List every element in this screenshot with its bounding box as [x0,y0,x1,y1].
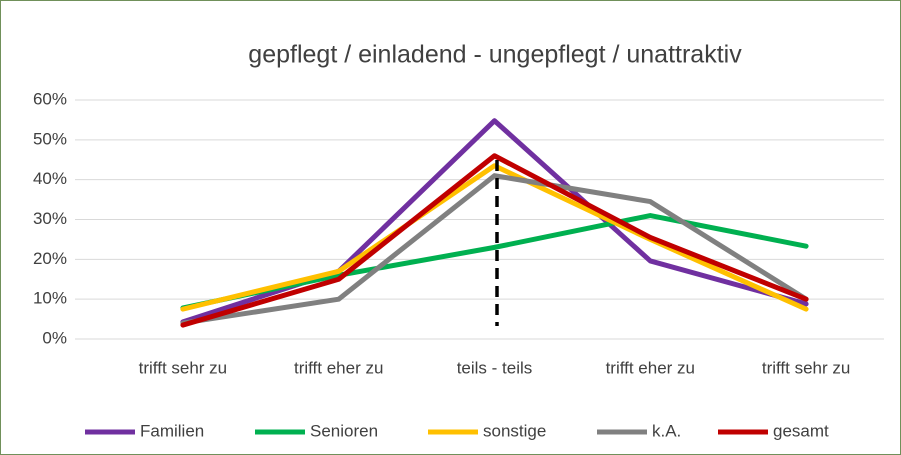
series-line [180,173,809,326]
grid [75,99,884,340]
legend-label: Senioren [310,421,378,440]
y-tick-label: 40% [33,169,67,188]
x-tick-label: trifft sehr zu [762,358,851,377]
series-line [180,163,809,312]
series-line [180,153,809,328]
legend-label: sonstige [483,421,546,440]
y-tick-label: 50% [33,129,67,148]
legend-label: gesamt [773,421,829,440]
legend: Familien Senioren sonstige k.A. gesamt [85,421,829,440]
y-tick-label: 30% [33,209,67,228]
legend-label: k.A. [652,421,681,440]
x-tick-label: trifft eher zu [606,358,695,377]
x-tick-label: trifft eher zu [294,358,383,377]
chart-title: gepflegt / einladend - ungepflegt / unat… [248,41,742,69]
y-tick-label: 60% [33,89,67,108]
y-tick-label: 10% [33,289,67,308]
plot [180,118,809,328]
x-tick-label: teils - teils [457,358,533,377]
y-tick-label: 20% [33,249,67,268]
legend-label: Familien [140,421,204,440]
x-tick-label: trifft sehr zu [139,358,228,377]
y-tick-label: 0% [42,328,67,347]
